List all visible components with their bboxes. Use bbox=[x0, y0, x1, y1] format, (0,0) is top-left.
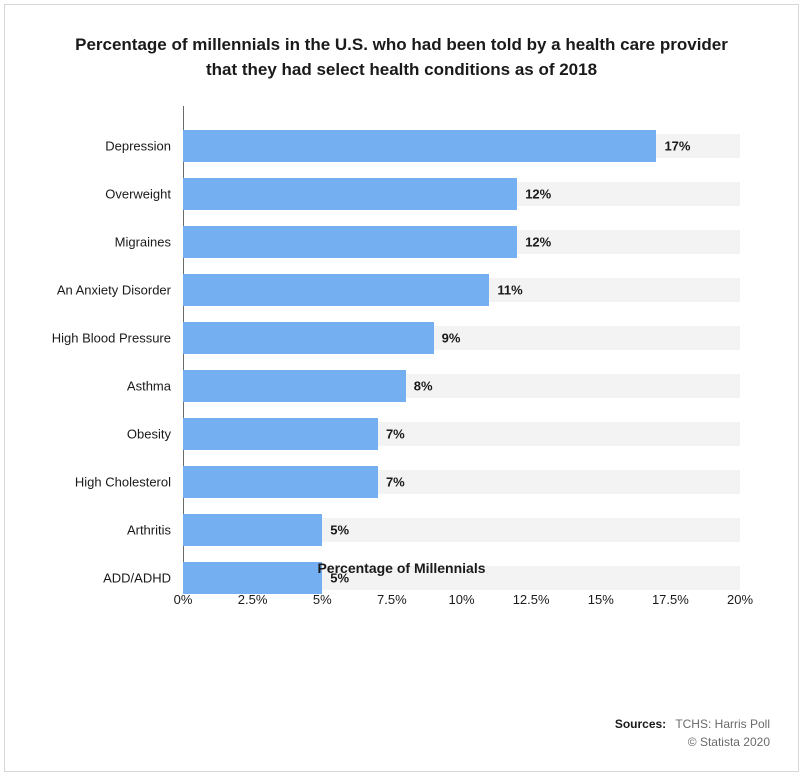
chart-title: Percentage of millennials in the U.S. wh… bbox=[63, 33, 740, 82]
sources-line: Sources: TCHS: Harris Poll bbox=[615, 715, 770, 733]
x-tick-label: 17.5% bbox=[652, 592, 689, 607]
sources-label: Sources: bbox=[615, 717, 666, 731]
category-label: Asthma bbox=[31, 379, 171, 394]
category-label: Overweight bbox=[31, 187, 171, 202]
x-tick-label: 15% bbox=[588, 592, 614, 607]
plot-area: 17%Depression12%Overweight12%Migraines11… bbox=[183, 106, 740, 586]
bar-value-label: 12% bbox=[525, 235, 551, 250]
bar bbox=[183, 274, 489, 306]
sources-value: TCHS: Harris Poll bbox=[675, 717, 770, 731]
x-axis: 0%2.5%5%7.5%10%12.5%15%17.5%20% bbox=[183, 586, 740, 626]
category-label: High Blood Pressure bbox=[31, 331, 171, 346]
x-tick-label: 12.5% bbox=[513, 592, 550, 607]
bar-value-label: 7% bbox=[386, 475, 405, 490]
bar-value-label: 9% bbox=[442, 331, 461, 346]
x-axis-title: Percentage of Millennials bbox=[5, 560, 798, 576]
category-label: Depression bbox=[31, 139, 171, 154]
copyright-line: © Statista 2020 bbox=[615, 733, 770, 751]
x-tick-label: 5% bbox=[313, 592, 332, 607]
category-label: Arthritis bbox=[31, 523, 171, 538]
x-tick-label: 10% bbox=[448, 592, 474, 607]
bar bbox=[183, 130, 656, 162]
x-tick-label: 7.5% bbox=[377, 592, 407, 607]
x-tick-label: 0% bbox=[174, 592, 193, 607]
bar bbox=[183, 226, 517, 258]
bar-value-label: 12% bbox=[525, 187, 551, 202]
category-label: An Anxiety Disorder bbox=[31, 283, 171, 298]
bar bbox=[183, 514, 322, 546]
bar bbox=[183, 322, 434, 354]
bar bbox=[183, 418, 378, 450]
category-label: High Cholesterol bbox=[31, 475, 171, 490]
bar-value-label: 5% bbox=[330, 523, 349, 538]
chart-footer: Sources: TCHS: Harris Poll © Statista 20… bbox=[615, 715, 770, 751]
bar-value-label: 11% bbox=[497, 283, 522, 298]
category-label: Obesity bbox=[31, 427, 171, 442]
bar-value-label: 7% bbox=[386, 427, 405, 442]
chart-frame: Percentage of millennials in the U.S. wh… bbox=[4, 4, 799, 772]
bar bbox=[183, 370, 406, 402]
x-tick-label: 2.5% bbox=[238, 592, 268, 607]
bar bbox=[183, 466, 378, 498]
bar-value-label: 8% bbox=[414, 379, 433, 394]
x-tick-label: 20% bbox=[727, 592, 753, 607]
chart-area: 17%Depression12%Overweight12%Migraines11… bbox=[183, 106, 740, 626]
category-label: Migraines bbox=[31, 235, 171, 250]
bar bbox=[183, 178, 517, 210]
bar-value-label: 17% bbox=[664, 139, 690, 154]
